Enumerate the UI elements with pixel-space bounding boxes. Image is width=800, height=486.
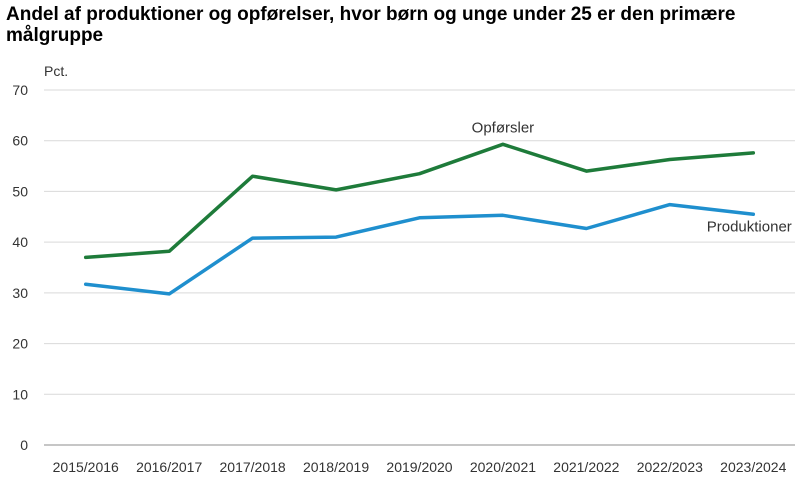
y-tick-label: 40 xyxy=(12,234,28,250)
series-label-opforsler: Opførsler xyxy=(472,119,535,136)
y-axis-unit-label: Pct. xyxy=(44,63,68,79)
x-tick-label: 2019/2020 xyxy=(386,459,452,475)
y-tick-label: 70 xyxy=(12,82,28,98)
x-tick-label: 2021/2022 xyxy=(553,459,619,475)
y-tick-label: 10 xyxy=(12,386,28,402)
series-lines xyxy=(83,142,756,296)
y-tick-label: 60 xyxy=(12,133,28,149)
y-tick-label: 50 xyxy=(12,183,28,199)
series-line-1 xyxy=(83,202,756,296)
x-tick-label: 2020/2021 xyxy=(470,459,536,475)
gridlines xyxy=(44,89,795,446)
x-tick-label: 2018/2019 xyxy=(303,459,369,475)
x-tick-label: 2023/2024 xyxy=(720,459,786,475)
series-label-produktioner: Produktioner xyxy=(707,218,792,235)
x-tick-label: 2017/2018 xyxy=(220,459,286,475)
y-tick-label: 0 xyxy=(20,437,28,453)
series-line-0 xyxy=(83,142,756,260)
x-tick-label: 2022/2023 xyxy=(637,459,703,475)
chart-title: Andel af produktioner og opførelser, hvo… xyxy=(6,4,736,46)
x-axis-ticks: 2015/2016 2016/2017 2017/2018 2018/2019 2019… xyxy=(53,459,787,475)
x-tick-label: 2015/2016 xyxy=(53,459,119,475)
y-tick-label: 30 xyxy=(12,285,28,301)
x-tick-label: 2016/2017 xyxy=(136,459,202,475)
y-axis-ticks: 0 10 20 30 40 50 60 70 xyxy=(12,82,28,453)
y-tick-label: 20 xyxy=(12,336,28,352)
